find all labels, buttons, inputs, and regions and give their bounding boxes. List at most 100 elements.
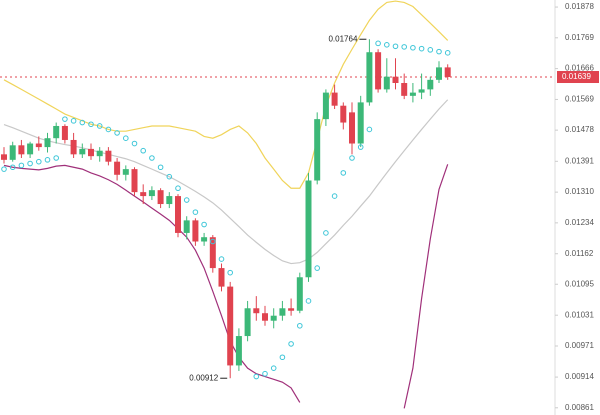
- candle-body: [227, 286, 234, 366]
- candle-body: [444, 67, 451, 78]
- candle-body: [44, 138, 51, 148]
- candle-body: [79, 148, 86, 155]
- candle-body: [53, 125, 60, 139]
- sar-dot: [27, 160, 33, 167]
- sar-dot: [375, 40, 381, 47]
- y-tick-label: 0.01310: [565, 187, 594, 196]
- sar-dot: [349, 155, 355, 161]
- sar-dot: [401, 44, 408, 50]
- candle-body: [209, 237, 216, 269]
- candle-body: [262, 313, 268, 321]
- sar-dot: [175, 185, 181, 192]
- candle-body: [270, 315, 277, 321]
- candle-body: [122, 169, 129, 175]
- y-tick-label: 0.01769: [565, 33, 594, 42]
- y-tick-label: 0.01666: [565, 64, 594, 73]
- candle-body: [383, 76, 390, 90]
- candle-body: [401, 83, 408, 96]
- sar-dot: [331, 193, 338, 199]
- candle-body: [157, 190, 164, 205]
- candle-body: [340, 105, 347, 123]
- candle-body: [366, 52, 373, 103]
- candle-body: [357, 102, 364, 144]
- sar-dot: [79, 119, 86, 126]
- sar-dot: [201, 221, 207, 228]
- last-price-label: 0.01639: [562, 72, 591, 81]
- candle-body: [175, 196, 181, 233]
- candle-body: [427, 79, 434, 90]
- y-tick-label: 0.00914: [565, 372, 594, 381]
- y-tick-label: 0.01878: [565, 2, 594, 11]
- sar-dot: [357, 144, 364, 150]
- candle-body: [392, 76, 399, 84]
- indicator-line: [3, 0, 449, 189]
- y-tick-label: 0.01031: [565, 310, 594, 319]
- sar-dot: [44, 157, 51, 163]
- sar-dot: [279, 354, 286, 361]
- candle-body: [322, 92, 329, 120]
- candle-body: [18, 145, 25, 155]
- candle-body: [409, 92, 416, 96]
- y-tick-label: 0.01391: [565, 156, 594, 165]
- sar-dot: [53, 155, 60, 161]
- indicator-line: [3, 164, 449, 409]
- candle-body: [61, 125, 68, 140]
- sar-dot: [96, 123, 103, 129]
- candle-body: [131, 169, 138, 193]
- sar-dot: [297, 322, 303, 329]
- sar-dot: [418, 45, 425, 52]
- annotation-label: 0.00912: [189, 373, 218, 382]
- sar-dot: [340, 170, 347, 176]
- y-tick-label: 0.01234: [565, 218, 594, 227]
- sar-dot: [427, 47, 434, 53]
- candle-body: [375, 52, 382, 90]
- candle-body: [35, 143, 42, 148]
- sar-dot: [270, 365, 277, 371]
- candle-body: [235, 336, 242, 366]
- sar-dot: [70, 118, 77, 124]
- candle-body: [105, 150, 112, 162]
- sar-dot: [123, 135, 129, 141]
- sar-dot: [227, 269, 233, 276]
- last-price-tag: [557, 71, 599, 84]
- sar-dot: [192, 209, 199, 215]
- candle-body: [218, 268, 225, 287]
- candle-body: [192, 220, 199, 242]
- candle-body: [140, 192, 147, 197]
- candle-body: [1, 154, 7, 160]
- sar-dot: [62, 116, 68, 122]
- candle-body: [288, 308, 295, 311]
- candle-body: [349, 112, 355, 144]
- sar-dot: [366, 126, 373, 133]
- y-tick-label: 0.01478: [565, 125, 594, 134]
- sar-dot: [305, 298, 312, 304]
- sar-dot: [323, 230, 329, 236]
- sar-dot: [262, 370, 268, 377]
- candle-body: [114, 161, 121, 175]
- y-tick-label: 0.00861: [565, 403, 594, 412]
- candle-body: [96, 150, 103, 157]
- sar-dot: [157, 164, 164, 171]
- candle-body: [183, 220, 190, 233]
- candle-body: [244, 308, 251, 337]
- sar-dot: [392, 43, 399, 50]
- candle-body: [279, 308, 286, 316]
- sar-dot: [436, 48, 442, 55]
- sar-dot: [410, 44, 416, 51]
- annotation-label: 0.01764: [328, 34, 357, 43]
- y-tick-label: 0.01095: [565, 279, 594, 288]
- sar-dot: [444, 50, 451, 56]
- sar-dot: [105, 126, 112, 133]
- sar-dot: [253, 373, 260, 380]
- sar-dot: [9, 164, 16, 171]
- candle-body: [27, 143, 34, 155]
- sar-dot: [314, 265, 321, 271]
- sar-dot: [114, 130, 120, 136]
- indicator-line: [3, 99, 449, 265]
- candle-body: [148, 190, 155, 197]
- y-tick-label: 0.01569: [565, 95, 594, 104]
- sar-dot: [36, 158, 42, 165]
- sar-dot: [183, 197, 190, 203]
- sar-dot: [88, 121, 94, 128]
